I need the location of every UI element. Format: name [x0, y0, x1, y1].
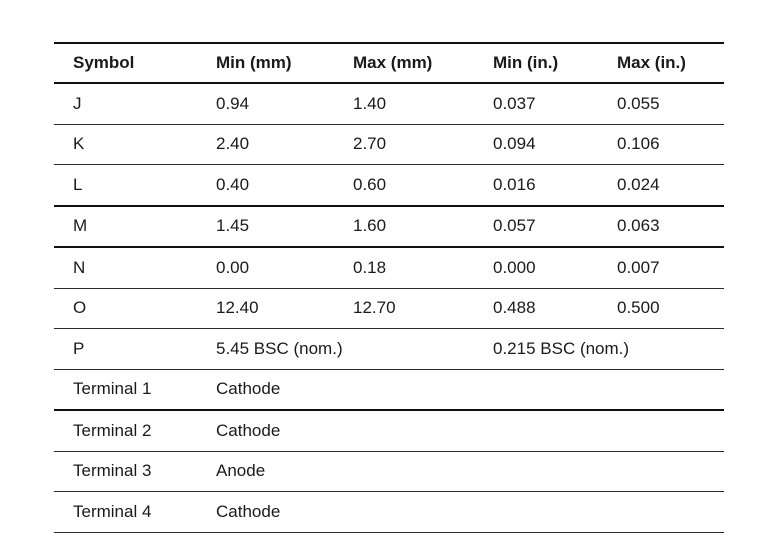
- cell-min-in: 0.215 BSC (nom.): [474, 328, 629, 370]
- cell-symbol: Terminal 3: [54, 451, 197, 492]
- cell-min-in: [474, 410, 598, 452]
- header-row: Symbol Min (mm) Max (mm) Min (in.) Max (…: [54, 42, 724, 84]
- cell-symbol: P: [54, 328, 197, 370]
- cell-symbol: N: [54, 247, 197, 289]
- cell-max-in: [598, 491, 724, 533]
- table-row: O 12.40 12.70 0.488 0.500: [54, 288, 724, 329]
- cell-symbol: Terminal 1: [54, 369, 197, 411]
- cell-max-in: 0.007: [598, 247, 724, 289]
- cell-max-mm: [334, 491, 474, 533]
- table-row: J 0.94 1.40 0.037 0.055: [54, 83, 724, 125]
- cell-max-mm: [334, 328, 474, 370]
- cell-max-in: 0.024: [598, 164, 724, 207]
- cell-min-mm: 0.00: [197, 247, 334, 289]
- header-max-in: Max (in.): [598, 42, 724, 84]
- cell-min-mm: 5.45 BSC (nom.): [197, 328, 343, 370]
- cell-max-mm: 2.70: [334, 124, 474, 165]
- cell-max-mm: 12.70: [334, 288, 474, 329]
- cell-max-in: [598, 410, 724, 452]
- cell-symbol: J: [54, 83, 197, 125]
- table-row: K 2.40 2.70 0.094 0.106: [54, 124, 724, 165]
- header-min-mm: Min (mm): [197, 42, 334, 84]
- header-min-in: Min (in.): [474, 42, 598, 84]
- table-row: Terminal 1 Cathode: [54, 369, 724, 411]
- cell-min-mm: Cathode: [197, 491, 334, 533]
- cell-min-mm: Anode: [197, 451, 334, 492]
- cell-min-in: 0.016: [474, 164, 598, 207]
- cell-max-in: [598, 451, 724, 492]
- cell-max-mm: [334, 369, 474, 411]
- cell-symbol: K: [54, 124, 197, 165]
- cell-max-in: [598, 369, 724, 411]
- cell-min-in: 0.000: [474, 247, 598, 289]
- dimensions-table: Symbol Min (mm) Max (mm) Min (in.) Max (…: [54, 42, 724, 533]
- table-row: Terminal 4 Cathode: [54, 491, 724, 533]
- cell-max-mm: 0.18: [334, 247, 474, 289]
- cell-min-in: 0.037: [474, 83, 598, 125]
- table-row: M 1.45 1.60 0.057 0.063: [54, 205, 724, 248]
- cell-symbol: Terminal 4: [54, 491, 197, 533]
- header-max-mm: Max (mm): [334, 42, 474, 84]
- cell-max-mm: 1.40: [334, 83, 474, 125]
- cell-max-in: 0.063: [598, 205, 724, 248]
- cell-symbol: L: [54, 164, 197, 207]
- cell-max-mm: [334, 410, 474, 452]
- cell-max-in: [598, 328, 724, 370]
- cell-min-mm: Cathode: [197, 410, 334, 452]
- cell-max-mm: [334, 451, 474, 492]
- cell-min-mm: 0.40: [197, 164, 334, 207]
- cell-min-in: [474, 491, 598, 533]
- cell-min-in: 0.057: [474, 205, 598, 248]
- cell-symbol: M: [54, 205, 197, 248]
- header-symbol: Symbol: [54, 42, 197, 84]
- cell-min-mm: 12.40: [197, 288, 334, 329]
- table-row: P 5.45 BSC (nom.) 0.215 BSC (nom.): [54, 328, 724, 370]
- cell-max-mm: 1.60: [334, 205, 474, 248]
- table-row: Terminal 2 Cathode: [54, 410, 724, 452]
- cell-min-in: [474, 369, 598, 411]
- cell-max-in: 0.055: [598, 83, 724, 125]
- cell-symbol: Terminal 2: [54, 410, 197, 452]
- dimensions-table-container: Symbol Min (mm) Max (mm) Min (in.) Max (…: [54, 42, 724, 533]
- cell-max-mm: 0.60: [334, 164, 474, 207]
- cell-symbol: O: [54, 288, 197, 329]
- cell-min-mm: Cathode: [197, 369, 334, 411]
- cell-max-in: 0.500: [598, 288, 724, 329]
- table-row: Terminal 3 Anode: [54, 451, 724, 492]
- cell-min-in: [474, 451, 598, 492]
- cell-min-mm: 0.94: [197, 83, 334, 125]
- cell-max-in: 0.106: [598, 124, 724, 165]
- cell-min-in: 0.094: [474, 124, 598, 165]
- cell-min-mm: 1.45: [197, 205, 334, 248]
- table-row: N 0.00 0.18 0.000 0.007: [54, 247, 724, 289]
- table-row: L 0.40 0.60 0.016 0.024: [54, 164, 724, 207]
- cell-min-in: 0.488: [474, 288, 598, 329]
- cell-min-mm: 2.40: [197, 124, 334, 165]
